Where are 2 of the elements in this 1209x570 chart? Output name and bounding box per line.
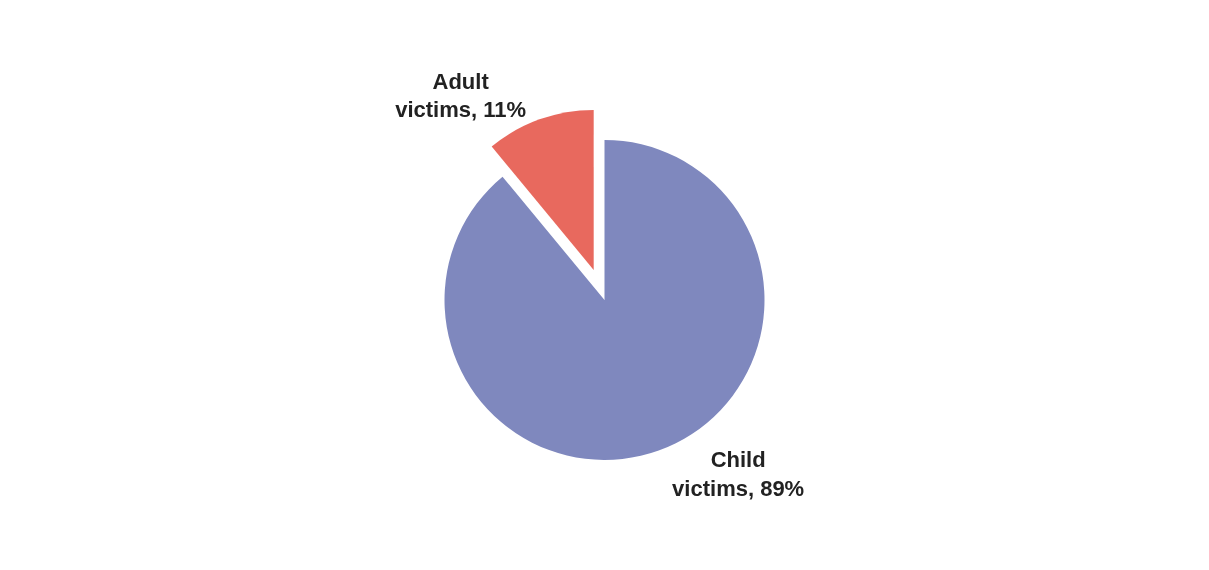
slice-label: Child victims, 89%: [672, 447, 805, 502]
slice-label: Adult victims, 11%: [395, 68, 527, 123]
